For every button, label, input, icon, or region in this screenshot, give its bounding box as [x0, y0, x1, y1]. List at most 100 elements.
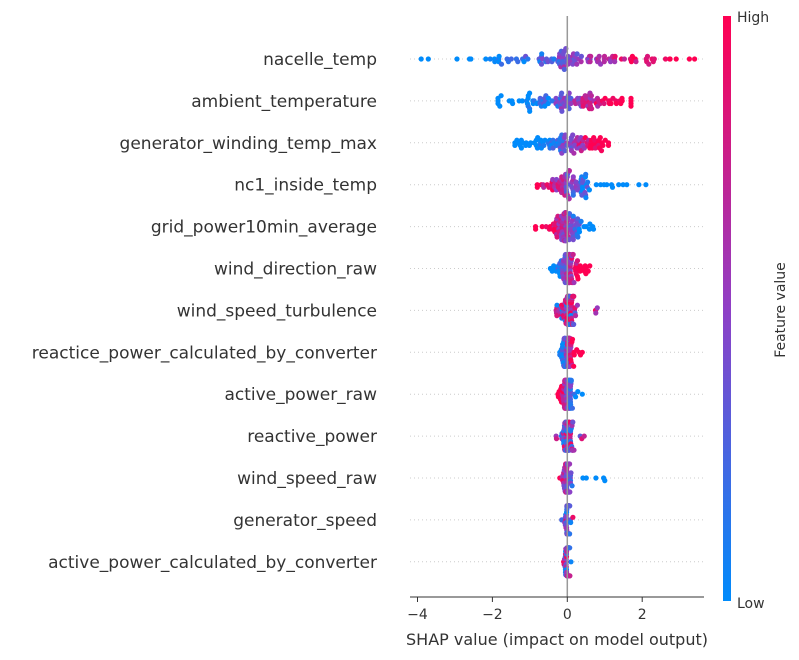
shap-dot: [587, 59, 593, 65]
shap-dot: [578, 218, 584, 224]
shap-dot: [612, 59, 618, 65]
shap-dot: [559, 108, 565, 114]
shap-dot: [616, 182, 622, 188]
shap-dot: [568, 519, 574, 526]
shap-dot: [572, 313, 579, 319]
shap-dot: [551, 56, 557, 62]
shap-dot: [418, 56, 424, 62]
shap-dots: [418, 46, 698, 579]
shap-dot: [538, 61, 545, 67]
shap-dot: [562, 148, 568, 154]
feature-label: generator_speed: [233, 511, 377, 531]
shap-dot: [539, 51, 545, 57]
shap-dot: [598, 148, 605, 154]
shap-dot: [574, 51, 580, 57]
shap-dot: [602, 478, 608, 484]
shap-dot: [571, 321, 577, 327]
feature-label: reactive_power: [247, 427, 377, 447]
shap-dot: [673, 56, 679, 62]
shap-dot: [586, 187, 593, 193]
shap-dot: [492, 59, 498, 65]
shap-dot: [588, 53, 594, 60]
shap-dot: [574, 258, 581, 264]
shap-dot: [554, 234, 560, 240]
shap-dot: [619, 98, 625, 104]
shap-dot: [571, 150, 577, 156]
shap-dot: [573, 394, 579, 400]
shap-dot: [587, 263, 593, 269]
feature-label: generator_winding_temp_max: [120, 134, 377, 154]
shap-dot: [601, 100, 607, 107]
shap-dot: [578, 59, 584, 65]
shap-dot: [521, 59, 527, 65]
feature-label: wind_speed_raw: [237, 469, 377, 489]
shap-dot: [605, 142, 612, 148]
shap-dot: [570, 213, 576, 219]
x-tick-label: −2: [482, 607, 503, 623]
shap-dot: [585, 268, 591, 274]
feature-label: ambient_temperature: [191, 92, 377, 112]
shap-dot: [571, 293, 577, 299]
shap-dot: [527, 108, 533, 114]
shap-dot: [585, 179, 591, 185]
shap-dot: [575, 389, 581, 395]
shap-dot: [588, 93, 595, 99]
shap-dot: [468, 56, 474, 62]
shap-dot: [487, 56, 493, 62]
shap-dot: [518, 145, 525, 151]
shap-dot: [425, 56, 431, 62]
x-tick-label: 0: [563, 607, 572, 623]
shap-dot: [692, 56, 698, 62]
shap-dot: [651, 56, 657, 62]
feature-label: wind_direction_raw: [214, 260, 377, 280]
shap-dot: [604, 182, 610, 188]
colorbar-high-label: High: [737, 10, 769, 26]
shap-dot: [579, 349, 585, 355]
shap-dot: [570, 174, 576, 180]
shap-dot: [571, 447, 577, 453]
feature-label: grid_power10min_average: [151, 218, 377, 238]
shap-dot: [571, 279, 577, 286]
shap-dot: [566, 168, 573, 174]
shap-dot: [519, 98, 525, 104]
x-tick-label: 2: [638, 607, 647, 623]
shap-dot: [612, 53, 618, 60]
shap-dot: [508, 56, 514, 62]
shap-dot: [628, 103, 634, 109]
shap-dot: [597, 135, 603, 141]
shap-dot: [545, 100, 551, 107]
shap-dot: [567, 503, 573, 509]
shap-dot: [566, 211, 573, 217]
shap-dot: [593, 310, 599, 316]
shap-dot: [583, 195, 589, 201]
shap-dot: [574, 302, 581, 308]
shap-dot: [525, 56, 531, 62]
shap-dot: [567, 531, 573, 537]
shap-dot: [568, 100, 574, 107]
shap-dot: [528, 140, 534, 146]
shap-dot: [553, 436, 560, 442]
shap-dot: [570, 419, 576, 425]
shap-dot: [568, 377, 574, 383]
shap-dot: [589, 106, 595, 112]
shap-dot: [662, 56, 669, 62]
x-tick-label: −4: [407, 607, 428, 623]
shap-dot: [628, 95, 634, 101]
shap-dot: [570, 192, 576, 198]
shap-dot: [607, 59, 614, 65]
shap-dot: [593, 182, 599, 188]
shap-dot: [576, 229, 583, 235]
shap-dot: [633, 59, 639, 65]
shap-dot: [636, 182, 642, 188]
shap-dot: [583, 475, 589, 481]
colorbar-low-label: Low: [737, 596, 765, 612]
shap-dot: [561, 66, 567, 72]
shap-dot: [569, 405, 576, 411]
shap-dot: [498, 61, 505, 67]
shap-dot: [559, 90, 565, 96]
shap-dot: [569, 336, 576, 342]
shap-dot: [620, 182, 626, 188]
shap-dot: [567, 461, 573, 467]
shap-dot: [644, 53, 651, 60]
